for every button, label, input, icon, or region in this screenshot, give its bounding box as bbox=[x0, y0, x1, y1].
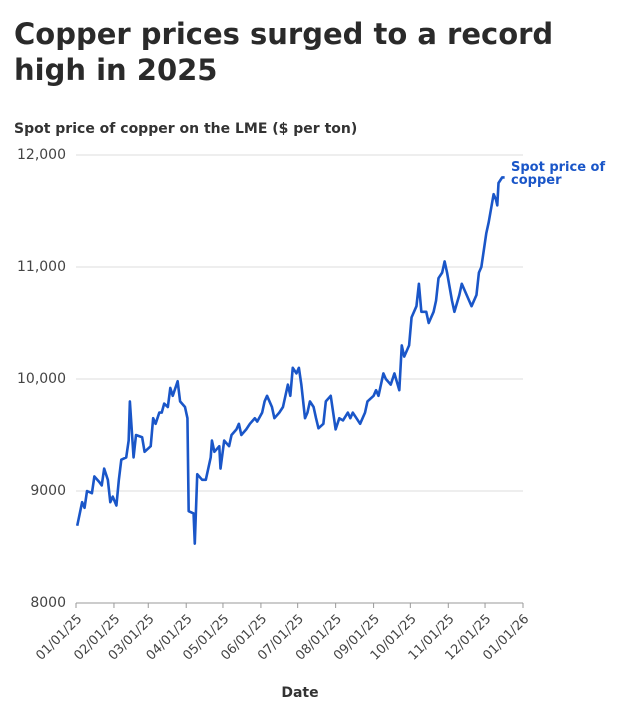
chart-subtitle: Spot price of copper on the LME ($ per t… bbox=[14, 121, 358, 137]
series-label: Spot price of copper bbox=[511, 160, 606, 188]
line bbox=[75, 176, 505, 545]
y-tick-label: 11,000 bbox=[17, 259, 66, 275]
y-tick-label: 9000 bbox=[30, 483, 66, 499]
chart-title: Copper prices surged to a record high in… bbox=[14, 17, 554, 87]
y-tick-label: 12,000 bbox=[17, 147, 66, 163]
y-tick-label: 10,000 bbox=[17, 371, 66, 387]
x-axis-label: Date bbox=[281, 685, 318, 701]
y-tick-label: 8000 bbox=[30, 595, 66, 611]
